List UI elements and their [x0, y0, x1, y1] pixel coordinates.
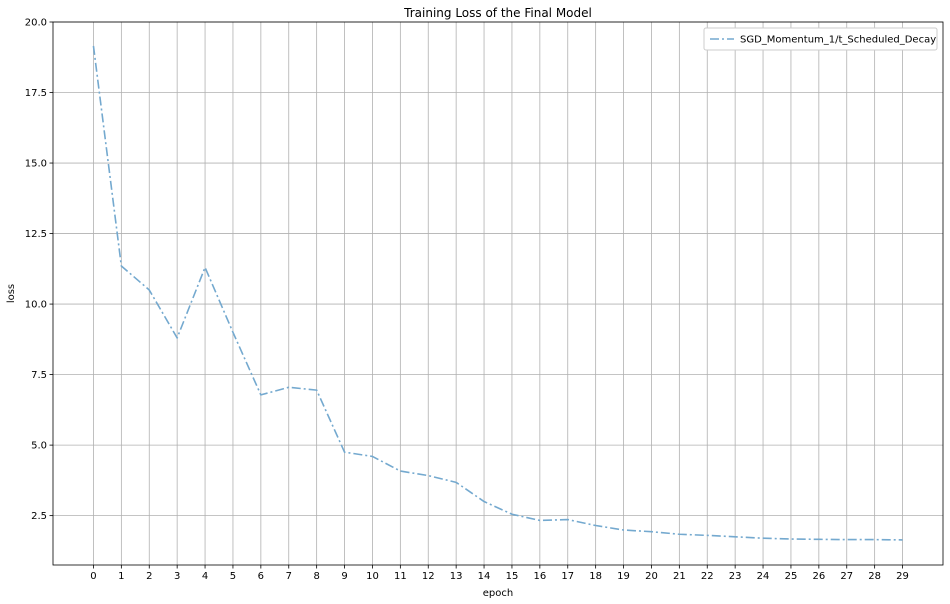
x-tick-label: 6	[258, 571, 264, 582]
x-tick-label: 8	[313, 571, 319, 582]
x-tick-label: 3	[174, 571, 180, 582]
x-tick-label: 26	[812, 571, 825, 582]
y-tick-label: 17.5	[25, 88, 47, 99]
x-tick-label: 23	[729, 571, 742, 582]
legend-entry-label: SGD_Momentum_1/t_Scheduled_Decay	[740, 35, 936, 46]
x-tick-label: 16	[533, 571, 546, 582]
x-tick-label: 14	[478, 571, 491, 582]
legend-box	[703, 27, 938, 51]
x-tick-label: 21	[673, 571, 686, 582]
y-tick-label: 12.5	[25, 229, 47, 240]
x-tick-label: 19	[617, 571, 630, 582]
plot-area-frame	[52, 21, 944, 566]
x-tick-label: 28	[868, 571, 881, 582]
x-tick-label: 1	[118, 571, 124, 582]
x-tick-label: 7	[286, 571, 292, 582]
y-tick-label: 20.0	[25, 18, 47, 29]
legend: SGD_Momentum_1/t_Scheduled_Decay	[703, 27, 938, 51]
series-line	[92, 45, 903, 541]
x-tick-label: 27	[840, 571, 853, 582]
x-tick-label: 13	[450, 571, 463, 582]
x-tick-label: 17	[561, 571, 574, 582]
x-axis-ticks: 0 1 2 3 4 5 6 7 8 9 10 11 12 13 14 15 16 17 18 19 20 21 22 23 24…	[90, 565, 909, 582]
y-tick-label: 10.0	[25, 300, 47, 311]
x-tick-label: 10	[366, 571, 379, 582]
x-tick-label: 25	[785, 571, 798, 582]
x-tick-label: 15	[506, 571, 519, 582]
x-tick-label: 2	[146, 571, 152, 582]
y-axis-ticks: 2.5 5.0 7.5 10.0 12.5 15.0 17.5 20.0	[25, 18, 53, 522]
y-tick-label: 2.5	[31, 511, 47, 522]
x-tick-label: 24	[757, 571, 770, 582]
x-tick-label: 0	[90, 571, 96, 582]
x-tick-label: 18	[589, 571, 602, 582]
x-tick-label: 5	[230, 571, 236, 582]
y-tick-label: 15.0	[25, 159, 47, 170]
x-axis-label: epoch	[483, 588, 513, 599]
chart-title: Training Loss of the Final Model	[403, 6, 592, 20]
x-tick-label: 11	[394, 571, 407, 582]
x-tick-label: 12	[422, 571, 435, 582]
x-tick-label: 22	[701, 571, 714, 582]
y-tick-label: 7.5	[31, 370, 47, 381]
x-tick-label: 29	[896, 571, 909, 582]
x-tick-label: 4	[202, 571, 208, 582]
y-axis-label: loss	[6, 284, 17, 303]
y-tick-label: 5.0	[31, 441, 47, 452]
x-tick-label: 9	[341, 571, 347, 582]
x-tick-label: 20	[645, 571, 658, 582]
series-layer	[92, 45, 903, 541]
